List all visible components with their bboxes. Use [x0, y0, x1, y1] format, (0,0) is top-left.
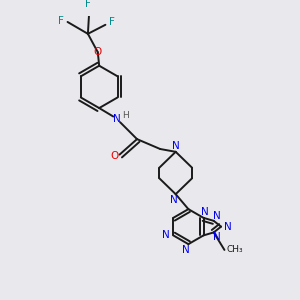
- Text: N: N: [162, 230, 170, 240]
- Text: N: N: [182, 245, 189, 255]
- Text: O: O: [94, 46, 102, 57]
- Text: N: N: [224, 222, 232, 232]
- Text: N: N: [201, 207, 209, 217]
- Text: N: N: [113, 114, 121, 124]
- Text: N: N: [172, 141, 180, 151]
- Text: F: F: [58, 16, 64, 26]
- Text: CH₃: CH₃: [226, 245, 243, 254]
- Text: H: H: [122, 111, 129, 120]
- Text: N: N: [170, 195, 178, 206]
- Text: F: F: [109, 17, 115, 27]
- Text: O: O: [110, 151, 118, 161]
- Text: F: F: [85, 0, 91, 9]
- Text: N: N: [213, 211, 221, 221]
- Text: N: N: [213, 232, 221, 242]
